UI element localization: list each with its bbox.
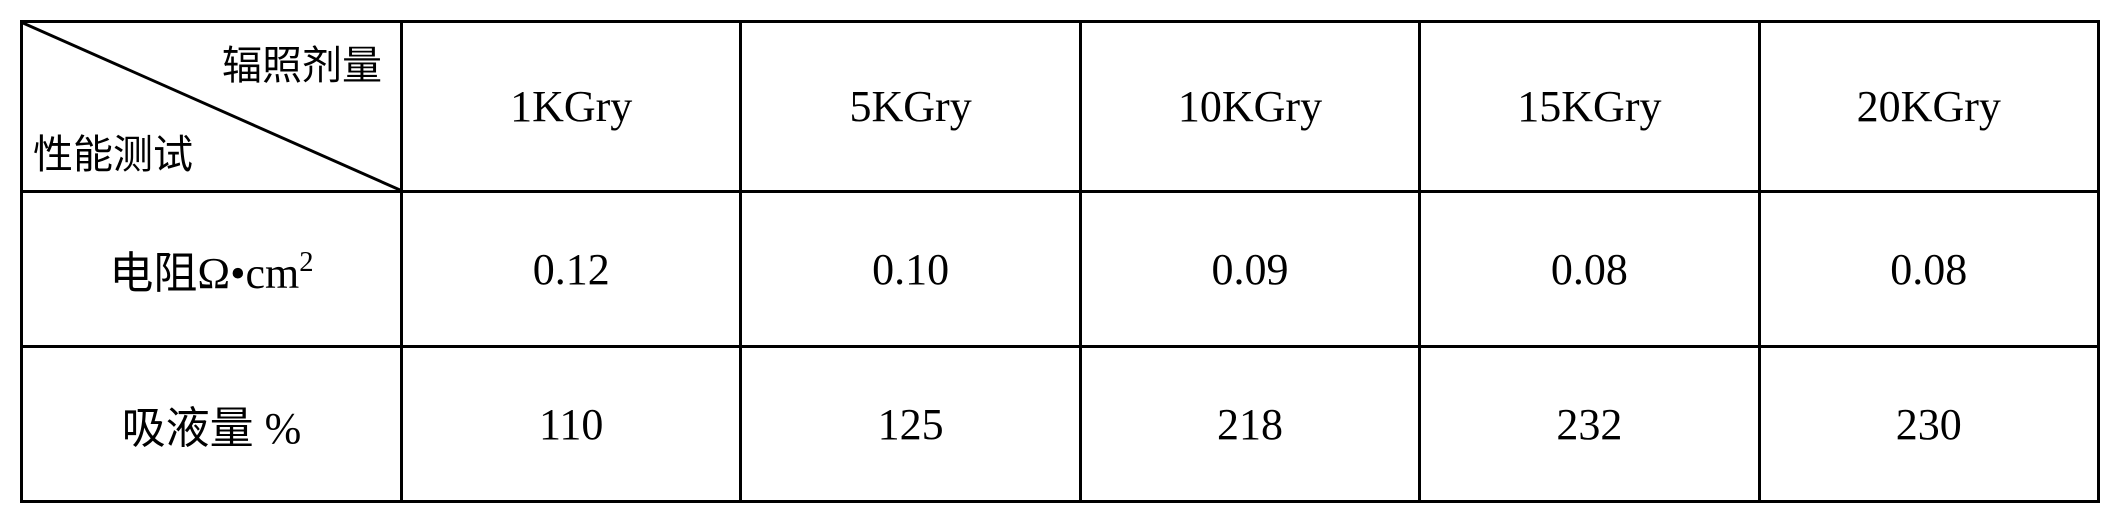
- table-cell: 232: [1420, 347, 1759, 502]
- row-label: 电阻Ω•cm2: [22, 192, 402, 347]
- table-row: 电阻Ω•cm2 0.12 0.10 0.09 0.08 0.08: [22, 192, 2099, 347]
- table-cell: 0.09: [1080, 192, 1419, 347]
- table-cell: 110: [402, 347, 741, 502]
- row-label-sup: 2: [299, 247, 313, 278]
- column-header: 20KGry: [1759, 22, 2098, 192]
- table-header-row: 辐照剂量 性能测试 1KGry 5KGry 10KGry 15KGry 20KG…: [22, 22, 2099, 192]
- row-label: 吸液量 %: [22, 347, 402, 502]
- column-header: 5KGry: [741, 22, 1080, 192]
- table-cell: 125: [741, 347, 1080, 502]
- table-row: 吸液量 % 110 125 218 232 230: [22, 347, 2099, 502]
- table-cell: 0.10: [741, 192, 1080, 347]
- diagonal-top-label: 辐照剂量: [222, 33, 382, 91]
- column-header: 1KGry: [402, 22, 741, 192]
- diagonal-bottom-label: 性能测试: [33, 122, 193, 180]
- table-cell: 0.08: [1759, 192, 2098, 347]
- column-header: 10KGry: [1080, 22, 1419, 192]
- data-table: 辐照剂量 性能测试 1KGry 5KGry 10KGry 15KGry 20KG…: [20, 20, 2100, 503]
- table-cell: 230: [1759, 347, 2098, 502]
- column-header: 15KGry: [1420, 22, 1759, 192]
- row-label-prefix: 电阻Ω•cm: [109, 249, 299, 298]
- diagonal-header-cell: 辐照剂量 性能测试: [22, 22, 402, 192]
- table-cell: 0.12: [402, 192, 741, 347]
- table-cell: 0.08: [1420, 192, 1759, 347]
- data-table-wrapper: 辐照剂量 性能测试 1KGry 5KGry 10KGry 15KGry 20KG…: [20, 20, 2100, 503]
- table-cell: 218: [1080, 347, 1419, 502]
